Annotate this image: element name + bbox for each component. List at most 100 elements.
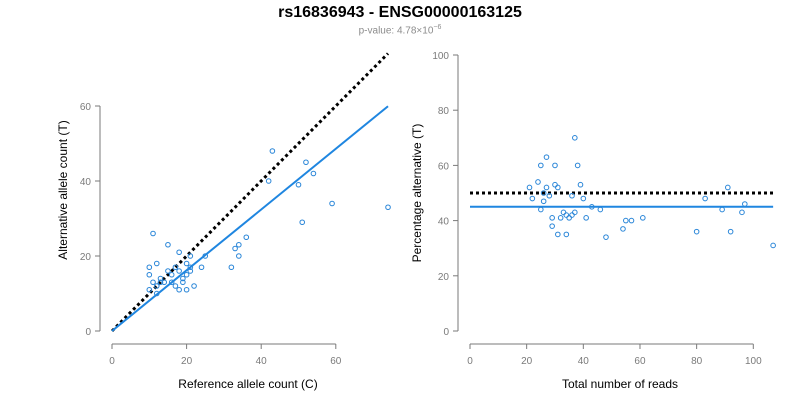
panel2-data-point [597, 206, 604, 213]
panel1-data-point [157, 275, 164, 282]
panel1-data-point [153, 283, 160, 289]
panel1-data-point [269, 148, 276, 154]
panel2-data-point [543, 184, 550, 191]
panel2-data-point [620, 226, 626, 232]
panel1-data-point [202, 253, 209, 259]
panel1-data-point [228, 264, 235, 271]
panel2-data-point [546, 192, 553, 199]
panel1-data-point [183, 286, 190, 293]
panel1-data-point [176, 286, 182, 293]
panel1-data-point [187, 253, 194, 259]
panel2-y-tick-label: 0 [443, 327, 449, 338]
panel2-data-point [693, 228, 700, 235]
panel1-x-tick-label: 0 [109, 356, 115, 367]
panel1-data-point [176, 268, 182, 274]
panel1-x-tick-label: 20 [181, 356, 193, 367]
panel1-y-tick-label: 40 [80, 177, 92, 188]
panel2-data-point [572, 209, 578, 216]
panel1-reference-line [110, 52, 390, 333]
panel2-data-point [580, 195, 587, 202]
panel2-y-tick-label: 80 [438, 106, 450, 117]
panel1-data-point [146, 264, 153, 271]
p-value-text: p-value: 4.78×10 [358, 25, 434, 37]
panel1-data-point [265, 178, 272, 184]
panel1-data-point [236, 241, 242, 248]
panel2-data-point [583, 215, 589, 221]
panel2-data-point [560, 209, 567, 216]
panel2-data-point [727, 228, 734, 235]
panel1-data-point [172, 283, 179, 289]
panel1-data-point [146, 286, 153, 293]
panel2-data-point [770, 242, 776, 249]
panel2-data-point [623, 217, 629, 224]
panel2-data-point [540, 190, 547, 196]
panel2-x-tick-label: 0 [467, 356, 473, 367]
panel1-data-point [243, 234, 250, 241]
panel2-data-point [563, 212, 570, 218]
panel1-data-point [295, 181, 302, 188]
panel2-data-point [538, 206, 544, 213]
panel2-data-point [543, 154, 550, 160]
panel1-data-point [198, 264, 205, 271]
panel2-y-tick-label: 40 [438, 217, 450, 228]
panel2-data-point [549, 215, 555, 221]
panel2-data-point [526, 184, 533, 191]
panel2-data-point [557, 215, 564, 221]
panel2-x-tick-label: 100 [745, 356, 762, 367]
panel2-data-point [552, 162, 558, 169]
panel2-data-point [540, 198, 547, 205]
panel1-x-tick-label: 40 [256, 356, 268, 367]
panel2-data-point [574, 162, 581, 169]
panel2-data-point [566, 215, 572, 221]
panel2-data-point [549, 223, 555, 229]
panel2-data-point [555, 231, 561, 238]
panel1-data-point [150, 230, 156, 237]
panel2-y-tick-label: 100 [432, 51, 449, 62]
panel2-data-point [702, 195, 708, 202]
panel1-y-axis-title: Alternative allele count (T) [56, 120, 70, 259]
panel2-x-tick-label: 60 [634, 356, 646, 367]
panel1-data-point [310, 170, 317, 177]
panel1-data-point [168, 279, 175, 286]
panel1-data-point [236, 253, 242, 259]
panel1-data-point [329, 200, 335, 207]
panel1-data-point [299, 219, 306, 226]
panel2-data-point [603, 234, 609, 240]
panel1-data-point [153, 290, 160, 297]
panel1-data-point [191, 283, 197, 289]
panel1-data-point [385, 204, 391, 211]
panel1-data-point [172, 264, 179, 271]
panel2-data-point [529, 195, 536, 202]
panel2-data-point [589, 204, 595, 210]
panel1-data-point [183, 260, 190, 267]
panel2-data-point [552, 181, 558, 188]
panel1-data-point [187, 264, 194, 271]
panel2-data-point [640, 215, 646, 221]
panel1-data-point [183, 271, 190, 278]
chart-subtitle: p-value: 4.78×10−6 [0, 24, 800, 36]
panel2-y-tick-label: 20 [438, 272, 450, 283]
panel1-data-point [161, 279, 168, 286]
panel1-data-point [176, 249, 182, 256]
panel2-y-axis-title: Percentage alternative (T) [410, 124, 424, 263]
panel2-data-point [739, 209, 745, 216]
panel2-data-point [742, 201, 748, 207]
panel1-data-point [153, 260, 160, 267]
panel2-x-axis-title: Total number of reads [562, 377, 678, 391]
panel2-x-tick-label: 80 [691, 356, 703, 367]
panel2-data-point [628, 217, 635, 224]
panel1-data-point [168, 271, 175, 278]
panel2-data-point [577, 181, 584, 188]
panel2-data-point [569, 192, 575, 199]
panel1-y-tick-label: 0 [85, 327, 91, 338]
panel2-y-tick-label: 60 [438, 161, 450, 172]
panel1-x-tick-label: 60 [330, 356, 342, 367]
panel1-y-tick-label: 60 [80, 102, 92, 113]
panel1-data-point [187, 268, 194, 274]
panel2-data-point [569, 212, 575, 218]
panel2-data-point [555, 184, 561, 191]
panel1-data-point [146, 271, 153, 278]
p-value-exponent: −6 [433, 24, 442, 31]
panel2-data-point [572, 135, 578, 141]
